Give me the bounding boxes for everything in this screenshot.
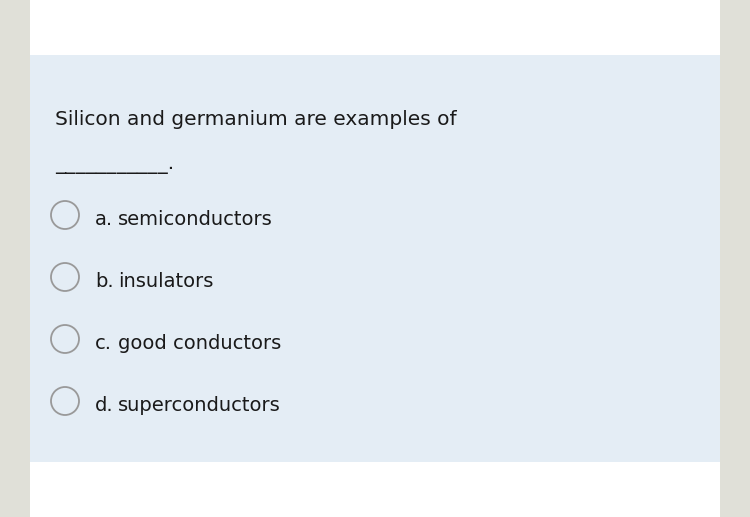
Text: a.: a. (95, 210, 113, 229)
Bar (30, 55, 720, 462)
Bar (30, 0, 720, 55)
Circle shape (51, 263, 79, 291)
Circle shape (51, 201, 79, 229)
Text: b.: b. (95, 272, 114, 291)
Bar (30, 462, 720, 517)
Circle shape (51, 387, 79, 415)
Bar (0, 0, 30, 517)
Text: good conductors: good conductors (118, 334, 281, 353)
Text: ___________.: ___________. (55, 155, 174, 174)
Text: superconductors: superconductors (118, 396, 280, 415)
Text: d.: d. (95, 396, 114, 415)
Text: c.: c. (95, 334, 112, 353)
Text: insulators: insulators (118, 272, 213, 291)
Bar (720, 0, 750, 517)
Text: semiconductors: semiconductors (118, 210, 273, 229)
Circle shape (51, 325, 79, 353)
Text: Silicon and germanium are examples of: Silicon and germanium are examples of (55, 110, 457, 129)
